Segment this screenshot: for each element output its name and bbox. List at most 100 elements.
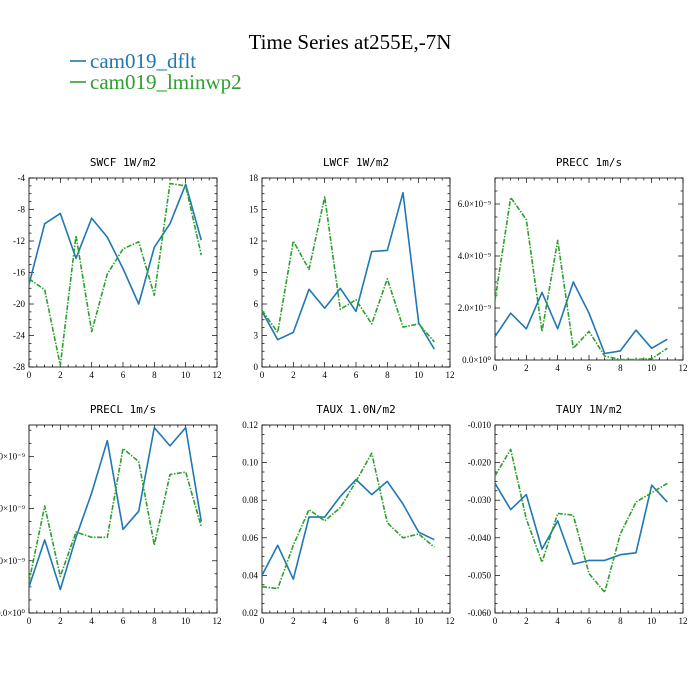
x-tick-label: 4 (322, 370, 327, 380)
x-tick-label: 6 (354, 616, 359, 626)
x-tick-label: 2 (58, 370, 63, 380)
y-tick-label: 0.0×10⁰ (462, 355, 491, 365)
y-tick-label: -0.040 (468, 533, 492, 543)
series-line-cam019_dflt (494, 482, 668, 565)
y-tick-label: 12 (249, 236, 258, 246)
x-tick-label: 10 (414, 616, 424, 626)
plot-frame (494, 424, 684, 614)
x-tick-label: 12 (213, 616, 222, 626)
y-tick-label: 2.0×10⁻⁹ (458, 303, 491, 313)
y-tick-label: 6.0×10⁻⁹ (0, 451, 25, 461)
x-tick-label: 12 (679, 363, 688, 373)
x-tick-label: 0 (260, 370, 265, 380)
x-tick-label: 4 (89, 370, 94, 380)
x-tick-label: 6 (121, 616, 126, 626)
x-tick-label: 4 (322, 616, 327, 626)
panel-title: TAUX 1.0N/m2 (316, 403, 395, 416)
y-tick-label: 0.10 (242, 458, 258, 468)
plot-frame (28, 424, 218, 614)
y-tick-label: -28 (13, 362, 25, 372)
y-tick-label: 18 (249, 173, 259, 183)
chart-panel-2: LWCF 1W/m2 0 2 4 6 8 10 12 0 3 6 9 12 15 18 (249, 156, 455, 380)
y-tick-label: 3 (254, 331, 259, 341)
x-tick-label: 10 (181, 616, 191, 626)
series-line-cam019_lminwp2 (28, 182, 203, 367)
series-line-cam019_dflt (261, 191, 435, 350)
y-tick-label: 4.0×10⁻⁹ (458, 251, 491, 261)
x-tick-label: 12 (679, 616, 688, 626)
x-tick-label: 6 (121, 370, 126, 380)
x-tick-label: 2 (58, 616, 63, 626)
x-tick-label: 8 (385, 370, 390, 380)
series-line-cam019_lminwp2 (28, 447, 203, 582)
y-tick-label: 0.04 (242, 570, 258, 580)
y-tick-label: 4.0×10⁻⁹ (0, 504, 25, 514)
x-tick-label: 2 (524, 363, 529, 373)
y-tick-label: -0.020 (468, 458, 492, 468)
series-line-cam019_dflt (28, 183, 203, 305)
x-tick-label: 2 (291, 616, 296, 626)
x-tick-label: 10 (181, 370, 191, 380)
chart-panel-4: PRECL 1m/s 0 2 4 6 8 10 12 0.0×10⁰ 2.0×10⁻⁹ 4.0×10… (0, 403, 222, 626)
x-tick-label: 0 (260, 616, 265, 626)
y-tick-label: 0.06 (242, 533, 258, 543)
y-tick-label: -4 (18, 173, 26, 183)
x-tick-label: 6 (354, 370, 359, 380)
panel-title: PRECL 1m/s (90, 403, 156, 416)
y-tick-label: -0.010 (468, 420, 492, 430)
chart-panel-5: TAUX 1.0N/m2 0 2 4 6 8 10 12 0.02 0.04 0.06 0.08 0.1… (242, 403, 454, 626)
y-tick-label: -8 (18, 205, 26, 215)
y-tick-label: -24 (13, 331, 25, 341)
x-tick-label: 8 (385, 616, 390, 626)
y-tick-label: 0.12 (242, 420, 258, 430)
series-line-cam019_dflt (261, 478, 435, 581)
x-tick-label: 12 (446, 616, 455, 626)
chart-panel-3: PRECC 1m/s 0 2 4 6 8 10 12 0.0×10⁰ 2.0×10⁻⁹ 4.0×10… (458, 156, 688, 373)
panel-title: LWCF 1W/m2 (323, 156, 389, 169)
panel-title: SWCF 1W/m2 (90, 156, 156, 169)
figure-title: Time Series at255E,-7N (249, 30, 452, 54)
x-tick-label: 8 (618, 616, 623, 626)
y-tick-label: -0.060 (468, 608, 492, 618)
x-tick-label: 12 (213, 370, 222, 380)
x-tick-label: 0 (27, 370, 32, 380)
y-tick-label: 9 (254, 268, 259, 278)
series-line-cam019_lminwp2 (494, 196, 668, 361)
y-tick-label: 0.02 (242, 608, 258, 618)
x-tick-label: 10 (647, 616, 657, 626)
y-tick-label: 15 (249, 205, 259, 215)
y-tick-label: -12 (13, 236, 25, 246)
plot-frame (261, 424, 451, 614)
y-tick-label: 0.08 (242, 495, 258, 505)
y-tick-label: 6.0×10⁻⁹ (458, 199, 491, 209)
x-tick-label: 4 (89, 616, 94, 626)
x-tick-label: 6 (587, 363, 592, 373)
y-tick-label: -0.030 (468, 495, 492, 505)
x-tick-label: 0 (493, 616, 498, 626)
x-tick-label: 10 (647, 363, 657, 373)
series-line-cam019_dflt (494, 281, 668, 355)
x-tick-label: 8 (618, 363, 623, 373)
y-tick-label: 6 (254, 299, 259, 309)
chart-panel-6: TAUY 1N/m2 0 2 4 6 8 10 12 -0.060 -0.050 -0.040 -0.… (468, 403, 688, 626)
plot-frame (261, 177, 451, 368)
x-tick-label: 0 (493, 363, 498, 373)
y-tick-label: -20 (13, 299, 25, 309)
legend-label-dflt: cam019_dflt (90, 49, 196, 73)
x-tick-label: 2 (291, 370, 296, 380)
y-tick-label: -16 (13, 268, 25, 278)
legend: cam019_dflt cam019_lminwp2 (70, 49, 242, 94)
series-line-cam019_lminwp2 (261, 196, 435, 343)
x-tick-label: 2 (524, 616, 529, 626)
x-tick-label: 0 (27, 616, 32, 626)
legend-label-lminwp2: cam019_lminwp2 (90, 70, 242, 94)
panel-title: TAUY 1N/m2 (556, 403, 622, 416)
x-tick-label: 12 (446, 370, 455, 380)
x-tick-label: 6 (587, 616, 592, 626)
x-tick-label: 10 (414, 370, 424, 380)
x-tick-label: 4 (555, 363, 560, 373)
plot-frame (28, 177, 218, 368)
series-line-cam019_lminwp2 (494, 448, 668, 594)
y-tick-label: 0 (254, 362, 259, 372)
